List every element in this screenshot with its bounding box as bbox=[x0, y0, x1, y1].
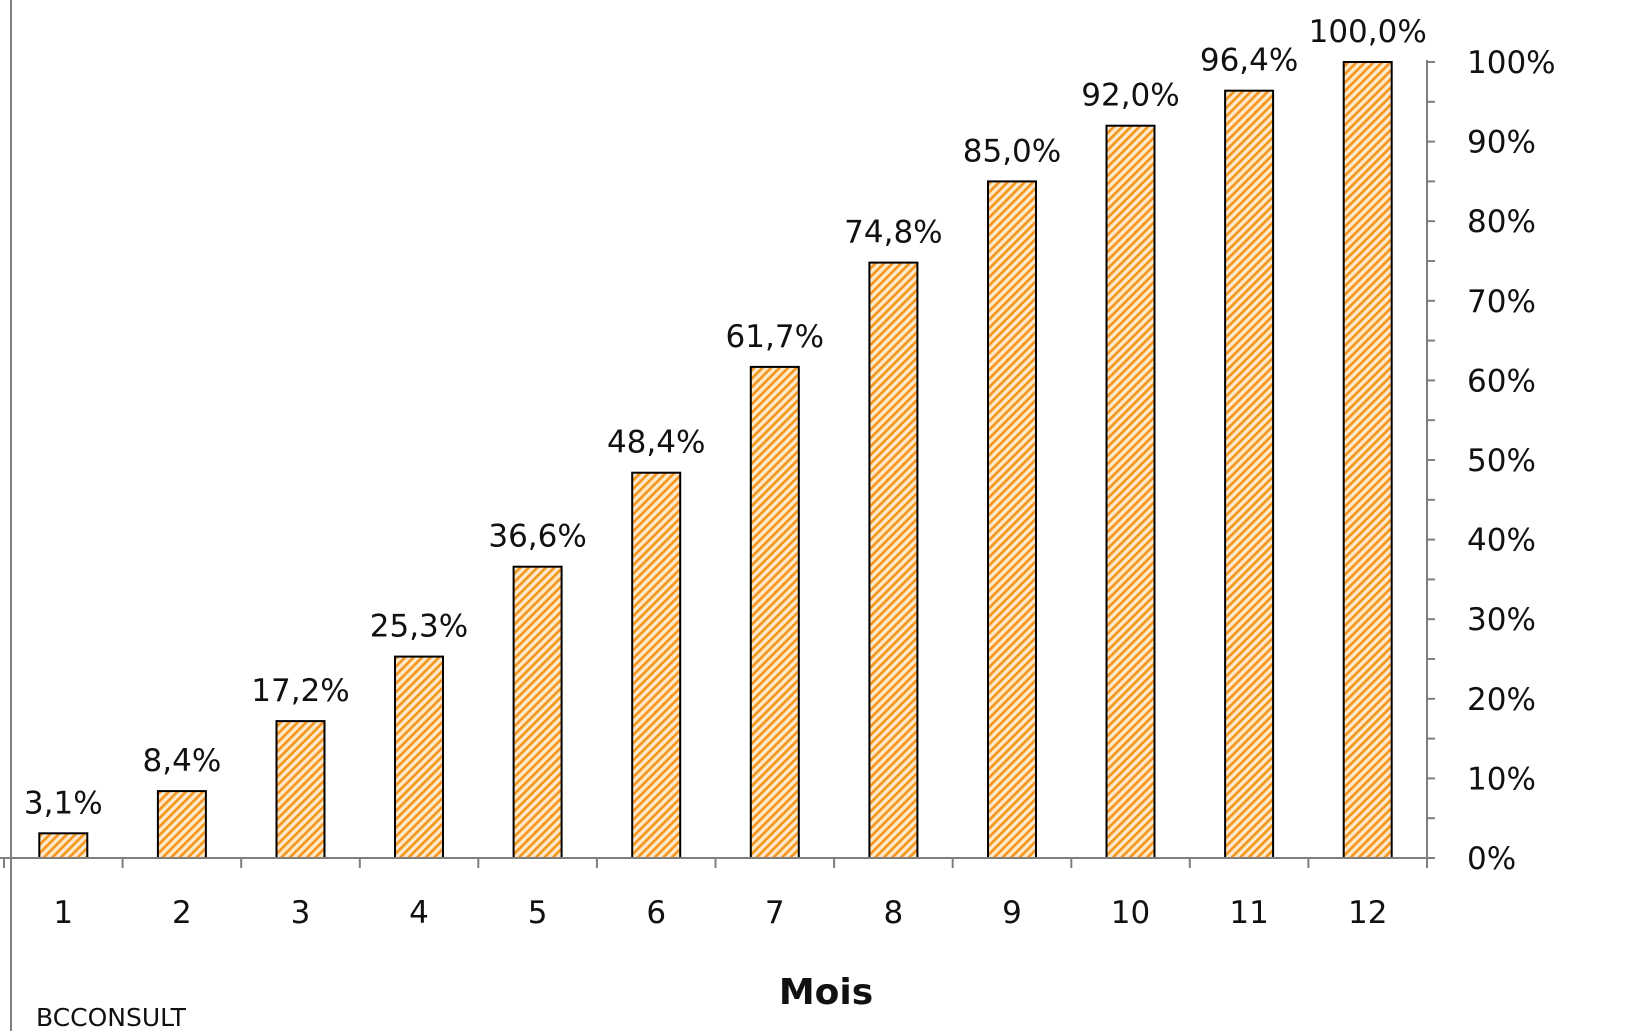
y-tick-label-20: 20% bbox=[1467, 682, 1536, 718]
data-label-12: 100,0% bbox=[1309, 14, 1427, 50]
x-tick-label-10: 10 bbox=[1111, 895, 1150, 931]
x-tick-label-11: 11 bbox=[1229, 895, 1268, 931]
bar-9 bbox=[987, 180, 1037, 859]
bar-11 bbox=[1224, 89, 1275, 859]
y-tick-label-40: 40% bbox=[1467, 523, 1536, 559]
x-tick-label-12: 12 bbox=[1348, 895, 1387, 931]
y-tick-label-80: 80% bbox=[1467, 204, 1536, 240]
data-label-10: 92,0% bbox=[1081, 78, 1179, 114]
data-label-3: 17,2% bbox=[251, 673, 349, 709]
data-label-8: 74,8% bbox=[844, 215, 942, 251]
bar-2 bbox=[156, 790, 207, 859]
y-tick-label-50: 50% bbox=[1467, 443, 1536, 479]
x-tick-label-9: 9 bbox=[1002, 895, 1022, 931]
x-tick-label-1: 1 bbox=[53, 895, 73, 931]
bar-5 bbox=[512, 565, 563, 859]
x-tick-label-5: 5 bbox=[528, 895, 548, 931]
data-label-5: 36,6% bbox=[488, 519, 586, 555]
y-tick-label-60: 60% bbox=[1467, 363, 1536, 399]
data-label-1: 3,1% bbox=[24, 785, 103, 821]
x-axis: 1 2 3 4 5 6 7 8 9 10 11 12 bbox=[0, 857, 1428, 931]
bar-12 bbox=[1342, 61, 1393, 859]
x-tick-label-8: 8 bbox=[884, 895, 904, 931]
bar-7 bbox=[749, 365, 800, 859]
bar-8 bbox=[868, 261, 919, 860]
data-label-4: 25,3% bbox=[370, 609, 468, 645]
x-tick-label-7: 7 bbox=[765, 895, 785, 931]
bar-4 bbox=[394, 655, 444, 859]
data-labels: 3,1% 8,4% 17,2% 25,3% 36,6% 48,4% 61,7% 74,8% 85… bbox=[24, 14, 1427, 821]
y-tick-label-10: 10% bbox=[1467, 761, 1536, 797]
bar-6 bbox=[631, 471, 682, 859]
bars-layer bbox=[38, 61, 1393, 860]
data-label-9: 85,0% bbox=[963, 133, 1061, 169]
bar-3 bbox=[275, 720, 326, 859]
y-tick-label-30: 30% bbox=[1467, 602, 1536, 638]
y-axis: 0% 10% 20% 30% 40% 50% 60% 70% 80% 90% 100% bbox=[1426, 45, 1556, 877]
y-tick-label-100: 100% bbox=[1467, 45, 1556, 81]
x-tick-label-2: 2 bbox=[172, 895, 192, 931]
x-tick-label-6: 6 bbox=[646, 895, 666, 931]
credit-text: BCCONSULT bbox=[36, 1003, 187, 1031]
data-label-7: 61,7% bbox=[726, 319, 824, 355]
data-label-6: 48,4% bbox=[607, 425, 705, 461]
x-tick-label-4: 4 bbox=[409, 895, 429, 931]
data-label-11: 96,4% bbox=[1200, 43, 1298, 79]
y-tick-label-0: 0% bbox=[1467, 841, 1516, 877]
bar-10 bbox=[1105, 124, 1156, 859]
y-tick-label-70: 70% bbox=[1467, 284, 1536, 320]
x-tick-label-3: 3 bbox=[291, 895, 311, 931]
x-axis-title: Mois bbox=[779, 972, 873, 1013]
bar-1 bbox=[38, 832, 89, 859]
data-label-2: 8,4% bbox=[143, 743, 222, 779]
y-tick-label-90: 90% bbox=[1467, 125, 1536, 161]
